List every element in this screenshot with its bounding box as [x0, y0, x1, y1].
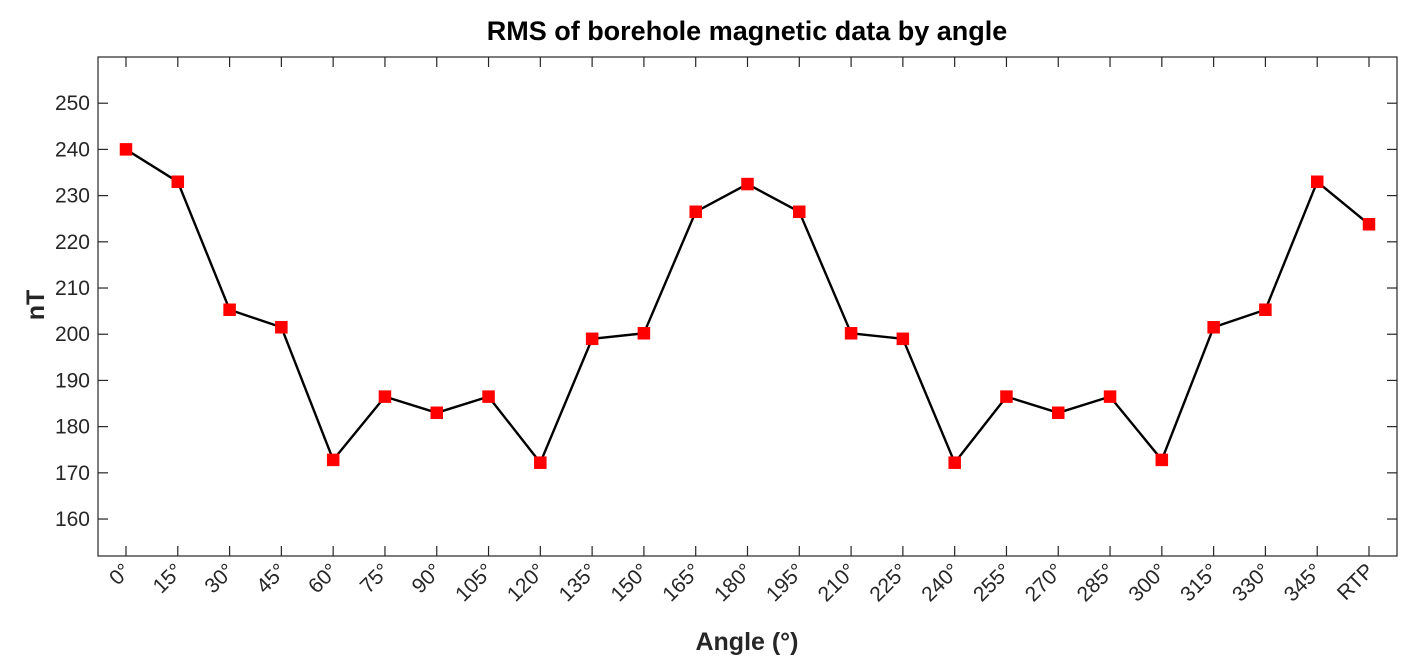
data-point-marker — [1052, 406, 1065, 420]
data-point-marker — [844, 327, 858, 340]
x-tick-label: 135° — [555, 559, 602, 606]
y-tick-label: 200 — [55, 323, 90, 346]
x-tick-label: 315° — [1176, 559, 1223, 606]
data-point-marker — [637, 327, 651, 340]
series-line — [125, 148, 1370, 464]
data-point-marker — [171, 175, 185, 188]
data-point-marker — [1207, 321, 1220, 334]
data-point-marker — [119, 143, 133, 156]
y-axis-label: nT — [22, 290, 50, 321]
y-tick-label: 190 — [55, 369, 90, 392]
x-tick-label: 270° — [1021, 559, 1068, 606]
chart-title: RMS of borehole magnetic data by angle — [487, 16, 1008, 46]
x-tick-label: 150° — [606, 559, 653, 606]
data-point-marker — [430, 406, 443, 420]
data-point-marker — [1000, 390, 1013, 403]
x-tick-label: 195° — [762, 559, 809, 606]
x-tick-label: 240° — [917, 559, 964, 606]
y-tick-label: 250 — [55, 92, 90, 115]
y-tick-label: 160 — [55, 508, 90, 531]
plot-frame — [97, 56, 1398, 557]
x-tick-label: 15° — [149, 559, 188, 598]
series-group — [119, 143, 1376, 469]
y-tick-label: 220 — [55, 231, 90, 254]
x-axis-ticks: 0° 15° 30° 45° 60° 75° 90° 105° 120° 135° 150° 165°… — [105, 57, 1379, 606]
x-tick-label: 45° — [252, 559, 291, 598]
data-point-marker — [275, 321, 288, 334]
y-tick-label: 210 — [55, 277, 90, 300]
y-tick-label: 230 — [55, 185, 90, 208]
x-tick-label: 225° — [865, 559, 912, 606]
y-tick-label: 170 — [55, 462, 90, 485]
x-tick-label: 30° — [200, 559, 239, 598]
x-tick-label: 330° — [1228, 559, 1275, 606]
data-point-marker — [585, 332, 599, 346]
x-tick-label: 105° — [451, 559, 498, 606]
data-point-marker — [1310, 175, 1324, 188]
data-point-marker — [741, 177, 754, 191]
data-point-marker — [223, 303, 236, 316]
plot-area-border — [97, 56, 1398, 557]
x-tick-label: 285° — [1073, 559, 1120, 606]
data-point-marker — [1103, 390, 1117, 403]
y-tick-label: 180 — [55, 416, 90, 439]
y-tick-label: 240 — [55, 138, 90, 161]
y-axis-ticks: 160 170 180 190 200 210 220 230 240 250 — [55, 92, 1397, 531]
x-tick-label: 300° — [1124, 559, 1171, 606]
data-point-marker — [948, 456, 961, 469]
data-point-marker — [378, 390, 392, 403]
x-tick-label: 120° — [503, 559, 550, 606]
x-tick-label: 165° — [658, 559, 705, 606]
x-tick-label: 75° — [356, 559, 395, 598]
x-tick-label: 90° — [408, 559, 447, 598]
data-point-marker — [793, 205, 806, 219]
data-point-marker — [1155, 453, 1169, 467]
data-point-marker — [534, 456, 547, 469]
x-tick-label: 255° — [969, 559, 1016, 606]
data-point-marker — [1362, 218, 1376, 231]
data-point-marker — [326, 453, 340, 467]
x-tick-label: 210° — [814, 559, 861, 606]
data-point-marker — [482, 390, 495, 403]
x-tick-label: 180° — [710, 559, 757, 606]
x-tick-label: 0° — [105, 559, 135, 589]
x-axis-label: Angle (°) — [695, 628, 798, 656]
data-point-marker — [896, 332, 910, 346]
x-tick-label: RTP — [1333, 559, 1379, 605]
data-point-marker — [689, 205, 702, 219]
data-point-marker — [1259, 303, 1272, 316]
x-tick-label: 345° — [1280, 559, 1327, 606]
x-tick-label: 60° — [304, 559, 343, 598]
